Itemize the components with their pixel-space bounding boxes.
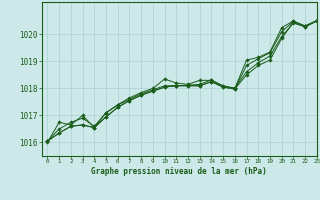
X-axis label: Graphe pression niveau de la mer (hPa): Graphe pression niveau de la mer (hPa): [91, 167, 267, 176]
